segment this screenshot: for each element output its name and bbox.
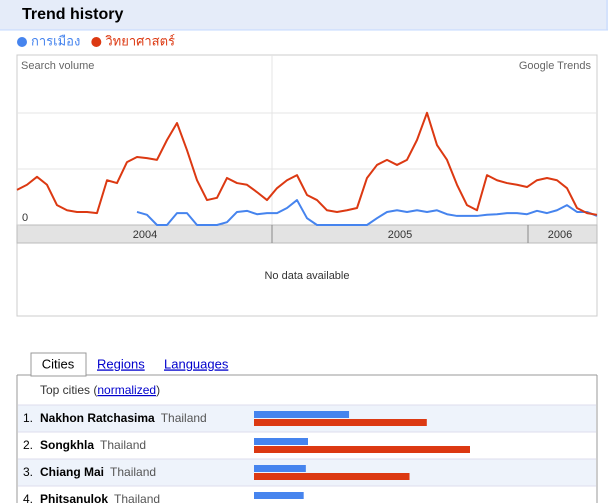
y-axis-label: Search volume xyxy=(21,60,94,72)
city-bar xyxy=(254,438,308,445)
tab[interactable]: Languages xyxy=(164,356,229,371)
heading-text: ) xyxy=(156,383,160,397)
city-bar xyxy=(254,473,410,480)
x-tick-label: 2005 xyxy=(388,229,412,241)
y-tick-label: 0 xyxy=(22,212,28,224)
city-bar xyxy=(254,419,427,426)
row-bg xyxy=(18,405,596,432)
legend-swatch xyxy=(91,37,102,47)
table-heading: Top cities (normalized) xyxy=(40,383,160,397)
legend: การเมือง วิทยาศาสตร์ xyxy=(17,33,175,48)
legend-label: วิทยาศาสตร์ xyxy=(105,33,175,48)
city-name: Songkhla xyxy=(40,438,94,452)
row-rank: 2. xyxy=(23,438,33,452)
x-axis-band xyxy=(16,224,598,244)
x-tick-label: 2004 xyxy=(133,229,157,241)
header-bar xyxy=(0,0,608,30)
country-name: Thailand xyxy=(110,465,156,479)
legend-swatch xyxy=(17,37,27,47)
row-rank: 3. xyxy=(23,465,33,479)
city-bar xyxy=(254,446,470,453)
city-name: Phitsanulok xyxy=(40,492,108,503)
city-bar xyxy=(254,492,304,499)
watermark: Google Trends xyxy=(519,60,592,72)
heading-link[interactable]: normalized xyxy=(97,383,156,397)
city-bar xyxy=(254,411,350,418)
row-rank: 1. xyxy=(23,411,33,425)
tab[interactable]: Regions xyxy=(97,356,145,371)
plot: 0 xyxy=(16,111,598,226)
row-bg xyxy=(18,486,596,503)
row-bg xyxy=(18,432,596,459)
chart-frame xyxy=(16,54,598,317)
series-line xyxy=(16,111,598,216)
empty-message: No data available xyxy=(264,270,349,282)
row-bg xyxy=(18,459,596,486)
country-name: Thailand xyxy=(114,492,160,503)
row-rank: 4. xyxy=(23,492,33,503)
country-name: Thailand xyxy=(100,438,146,452)
series-line xyxy=(136,199,598,226)
country-name: Thailand xyxy=(161,411,207,425)
header-title: Trend history xyxy=(22,6,123,23)
city-name: Nakhon Ratchasima xyxy=(40,411,155,425)
legend-label: การเมือง xyxy=(31,33,80,48)
tab-active[interactable] xyxy=(30,352,87,377)
city-name: Chiang Mai xyxy=(40,465,104,479)
x-tick-label: 2006 xyxy=(548,229,572,241)
city-rows: 1. Nakhon Ratchasima Thailand 2. Songkhla Tha… xyxy=(18,404,596,503)
heading-text: Top cities ( xyxy=(40,383,97,397)
city-bar xyxy=(254,465,306,472)
tab[interactable]: Cities xyxy=(42,356,75,371)
